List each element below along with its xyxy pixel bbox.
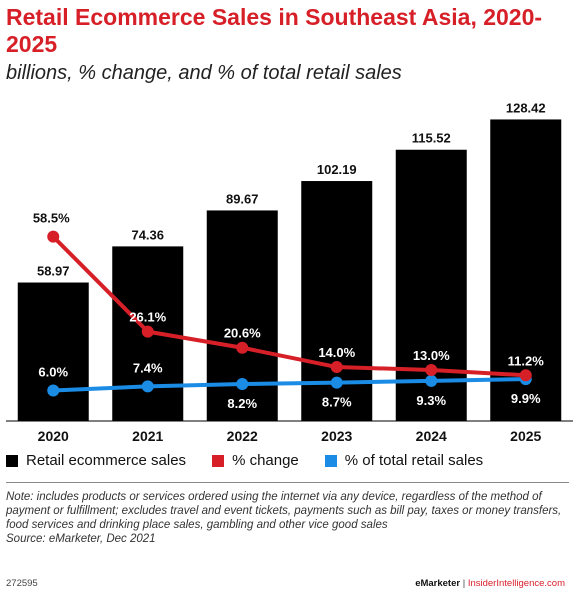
note-block: Note: includes products or services orde…	[6, 490, 569, 546]
change-label-2025: 11.2%	[508, 353, 545, 368]
share-label-2021: 7.4%	[133, 360, 163, 375]
change-label-2021: 26.1%	[129, 310, 166, 325]
footer-brand: eMarketer	[415, 578, 461, 589]
change-label-2022: 20.6%	[224, 326, 261, 341]
point-share-2022	[236, 378, 249, 391]
bar-value-label-2022: 89.67	[226, 191, 259, 206]
legend-label-sales: Retail ecommerce sales	[26, 452, 187, 469]
share-label-2024: 9.3%	[416, 393, 446, 408]
point-change-2021	[141, 325, 154, 338]
bar-value-label-2024: 115.52	[412, 131, 451, 146]
divider	[6, 482, 569, 483]
point-share-2020	[47, 384, 60, 397]
bar-value-label-2023: 102.19	[317, 162, 357, 177]
point-change-2020	[47, 230, 60, 243]
point-share-2024	[425, 374, 438, 387]
legend-swatch-change	[212, 454, 225, 467]
share-label-2020: 6.0%	[38, 365, 68, 380]
legend: Retail ecommerce sales % change % of tot…	[6, 452, 566, 469]
legend-swatch-sales	[6, 454, 18, 467]
point-change-2025	[519, 369, 532, 382]
chart-subtitle: billions, % change, and % of total retai…	[6, 62, 402, 84]
point-change-2023	[330, 361, 343, 374]
change-label-2020: 58.5%	[33, 211, 70, 226]
x-tick-2021: 2021	[132, 428, 163, 444]
legend-label-change: % change	[232, 452, 299, 469]
change-label-2024: 13.0%	[413, 348, 450, 363]
share-label-2023: 8.7%	[322, 395, 352, 410]
x-tick-2024: 2024	[416, 428, 447, 444]
bar-value-label-2021: 74.36	[131, 227, 164, 242]
bar-value-label-2025: 128.42	[506, 100, 546, 115]
legend-item-change: % change	[212, 452, 299, 469]
share-label-2025: 9.9%	[511, 391, 541, 406]
x-tick-2023: 2023	[321, 428, 352, 444]
x-tick-2022: 2022	[227, 428, 258, 444]
x-tick-2020: 2020	[38, 428, 69, 444]
change-label-2023: 14.0%	[318, 345, 355, 360]
chart-area: 58.97 2020 74.36 2021 89.67 2022 102.19 2023 115…	[6, 100, 573, 444]
legend-label-share: % of total retail sales	[344, 452, 484, 469]
x-tick-2025: 2025	[510, 428, 541, 444]
point-change-2024	[425, 363, 438, 376]
chart-title: Retail Ecommerce Sales in Southeast Asia…	[6, 4, 543, 57]
note-text: Note: includes products or services orde…	[6, 491, 562, 531]
line-share	[53, 377, 526, 393]
share-label-2022: 8.2%	[227, 396, 257, 411]
chart-id: 272595	[6, 578, 38, 589]
legend-item-share: % of total retail sales	[324, 452, 484, 469]
point-share-2023	[330, 376, 343, 389]
bar-value-label-2020: 58.97	[37, 264, 70, 279]
line-change	[51, 235, 526, 378]
footer-credit: eMarketer | InsiderIntelligence.com	[415, 578, 565, 589]
source-text: Source: eMarketer, Dec 2021	[6, 533, 156, 545]
bar-2020	[17, 282, 89, 421]
point-change-2022	[236, 341, 249, 354]
legend-swatch-share	[324, 454, 337, 467]
point-share-2021	[141, 380, 154, 393]
legend-item-sales: Retail ecommerce sales	[6, 452, 186, 469]
footer-site: InsiderIntelligence.com	[467, 578, 565, 589]
